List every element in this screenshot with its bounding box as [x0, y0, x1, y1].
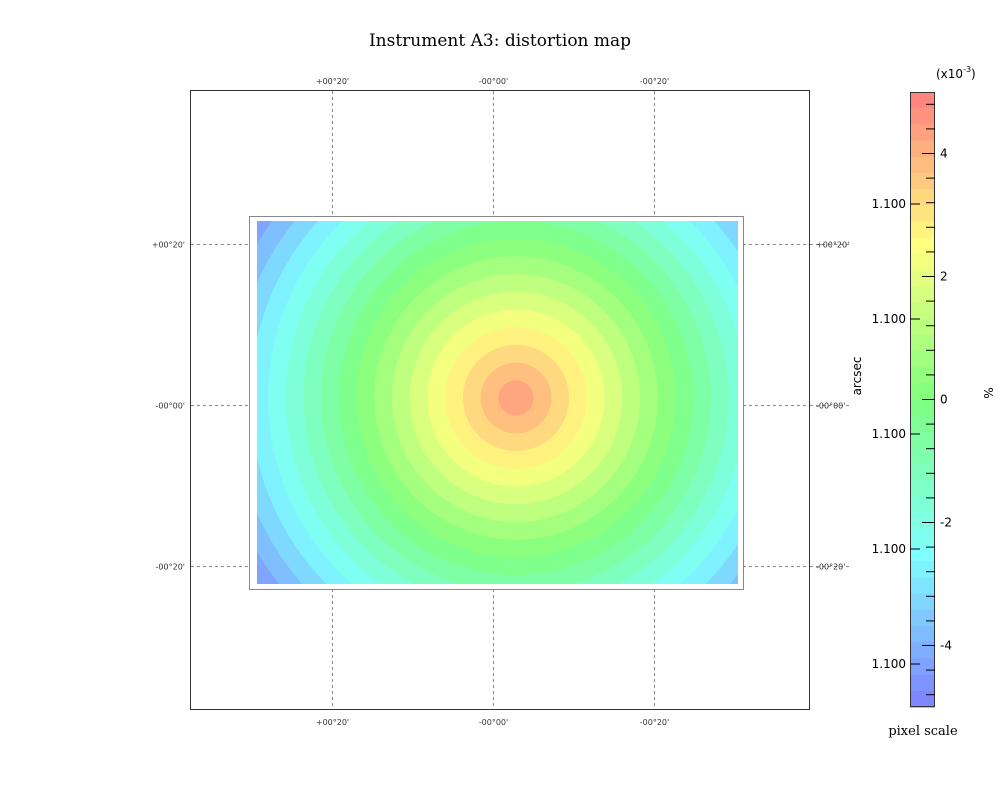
distortion-contour-band — [498, 380, 534, 416]
right-tick-label: -00°00' — [816, 402, 845, 411]
colorbar-band — [910, 658, 935, 676]
bottom-tick-label: +00°20' — [316, 718, 349, 727]
right-tick-label: +00°20' — [816, 241, 849, 250]
colorbar-band — [910, 399, 935, 417]
colorbar-left-tick-label: 1.100 — [872, 427, 906, 441]
colorbar-band — [910, 140, 935, 158]
colorbar-band — [910, 253, 935, 271]
colorbar-tick-label: 2 — [940, 270, 948, 284]
colorbar-left-tick-label: 1.100 — [872, 542, 906, 556]
colorbar-left-tick-label: 1.100 — [872, 197, 906, 211]
colorbar-band — [910, 124, 935, 142]
colorbar-band — [910, 448, 935, 465]
colorbar-label: pixel scale — [888, 724, 958, 739]
left-tick-label: -00°20' — [156, 563, 185, 572]
colorbar: 4 2 0 -2 -4 1.100 1.100 1.100 1.100 1.100 — [872, 92, 952, 708]
colorbar-band — [910, 690, 935, 708]
colorbar-band — [910, 431, 935, 449]
colorbar-band — [910, 415, 935, 433]
bottom-tick-label: -00°00' — [479, 718, 508, 727]
colorbar-tick-label: 0 — [940, 393, 948, 407]
top-tick-label: -00°00' — [479, 77, 508, 86]
left-tick-label: -00°00' — [156, 402, 185, 411]
colorbar-band — [910, 286, 935, 303]
colorbar-band — [910, 302, 935, 320]
plot-frame — [190, 90, 810, 710]
colorbar-right-unit: % — [981, 387, 995, 398]
colorbar-band — [910, 674, 935, 692]
bottom-tick-label: -00°20' — [640, 718, 669, 727]
colorbar-left-unit: arcsec — [850, 357, 864, 396]
colorbar-band — [910, 496, 935, 514]
colorbar-band — [910, 221, 935, 239]
colorbar-tick-label: -4 — [940, 639, 952, 653]
chart-title: Instrument A3: distortion map — [369, 31, 631, 51]
colorbar-band — [910, 642, 935, 660]
colorbar-band — [910, 626, 935, 643]
colorbar-band — [910, 205, 935, 223]
colorbar-left-tick-label: 1.100 — [872, 657, 906, 671]
colorbar-left-tick-label: 1.100 — [872, 312, 906, 326]
colorbar-band — [910, 92, 935, 109]
left-tick-label: +00°20' — [152, 241, 185, 250]
distortion-field — [257, 221, 738, 584]
right-tick-label: -00°20' — [816, 563, 845, 572]
colorbar-band — [910, 561, 935, 579]
colorbar-multiplier: (x10-3) — [936, 65, 976, 81]
colorbar-band — [910, 577, 935, 595]
top-tick-label: +00°20' — [316, 77, 349, 86]
colorbar-tick-label: -2 — [940, 516, 952, 530]
colorbar-band — [910, 593, 935, 611]
colorbar-band — [910, 270, 935, 287]
colorbar-band — [910, 318, 935, 336]
axis-tick-labels: +00°20' -00°00' -00°20' +00°20' -00°00' -00°2… — [152, 77, 850, 727]
colorbar-band — [910, 480, 935, 498]
colorbar-band — [910, 383, 935, 401]
colorbar-band — [910, 237, 935, 255]
colorbar-band — [910, 512, 935, 530]
colorbar-band — [910, 464, 935, 482]
colorbar-band — [910, 528, 935, 546]
colorbar-band — [910, 350, 935, 368]
colorbar-band — [910, 609, 935, 627]
top-tick-label: -00°20' — [640, 77, 669, 86]
colorbar-band — [910, 367, 935, 384]
colorbar-band — [910, 545, 935, 562]
colorbar-band — [910, 108, 935, 125]
colorbar-band — [910, 156, 935, 174]
colorbar-tick-label: 4 — [940, 147, 948, 161]
colorbar-band — [910, 172, 935, 190]
colorbar-band — [910, 189, 935, 206]
colorbar-band — [910, 334, 935, 352]
